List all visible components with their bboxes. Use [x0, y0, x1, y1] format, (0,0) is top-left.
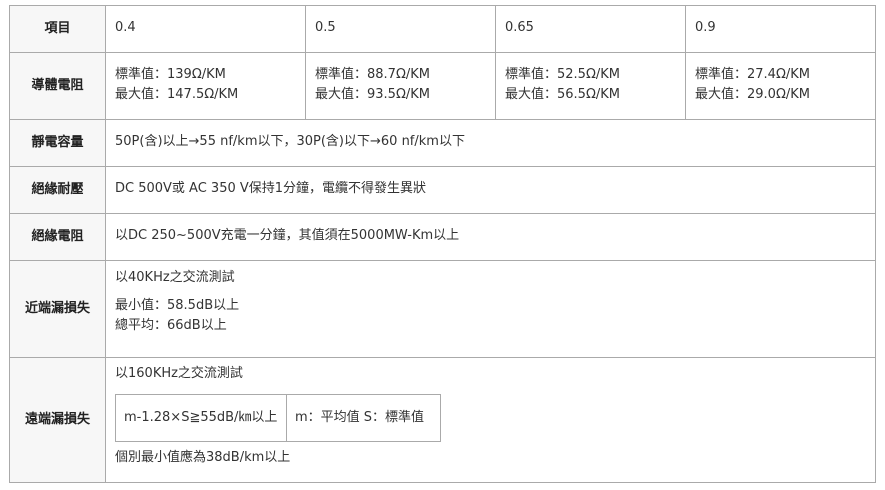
row-label: 絕緣耐壓	[9, 166, 106, 214]
test-condition: 以40KHz之交流測試	[115, 270, 235, 285]
value-cell: 以40KHz之交流測試 最小值：58.5dB以上 總平均：66dB以上	[105, 260, 876, 358]
standard-value: 標準值：27.4Ω/KM	[695, 67, 811, 82]
max-value: 最大值：29.0Ω/KM	[695, 87, 811, 102]
row-label: 遠端漏損失	[9, 357, 106, 483]
header-cell: 0.4	[105, 5, 306, 53]
max-value: 最大值：56.5Ω/KM	[505, 87, 621, 102]
conductor-resistance-row: 導體電阻 標準值：139Ω/KM 最大值：147.5Ω/KM 標準值：88.7Ω/…	[9, 52, 876, 120]
test-condition: 以160KHz之交流測試	[115, 366, 243, 381]
row-label: 近端漏損失	[9, 260, 106, 358]
value-cell: DC 500V或 AC 350 V保持1分鐘，電纜不得發生異狀	[105, 166, 876, 214]
value-cell: 標準值：27.4Ω/KM 最大值：29.0Ω/KM	[685, 52, 876, 120]
standard-value: 標準值：52.5Ω/KM	[505, 67, 621, 82]
value-cell: 50P(含)以上→55 nf/km以下，30P(含)以下→60 nf/km以下	[105, 119, 876, 167]
max-value: 最大值：147.5Ω/KM	[115, 87, 239, 102]
value-cell: 標準值：139Ω/KM 最大值：147.5Ω/KM	[105, 52, 306, 120]
next-row: 近端漏損失 以40KHz之交流測試 最小值：58.5dB以上 總平均：66dB以…	[9, 260, 876, 358]
header-cell: 0.5	[305, 5, 496, 53]
standard-value: 標準值：139Ω/KM	[115, 67, 226, 82]
fext-row: 遠端漏損失 以160KHz之交流測試 m-1.28×S≧55dB/㎞以上 m：平…	[9, 357, 876, 483]
withstand-voltage-row: 絕緣耐壓 DC 500V或 AC 350 V保持1分鐘，電纜不得發生異狀	[9, 166, 876, 214]
formula: m-1.28×S≧55dB/㎞以上	[115, 394, 287, 442]
value-cell: 以DC 250~500V充電一分鐘，其值須在5000MW-Km以上	[105, 213, 876, 261]
value-cell: 標準值：52.5Ω/KM 最大值：56.5Ω/KM	[495, 52, 686, 120]
header-cell: 0.65	[495, 5, 686, 53]
row-label: 靜電容量	[9, 119, 106, 167]
min-value: 最小值：58.5dB以上	[115, 298, 240, 313]
spec-table: 項目 0.4 0.5 0.65 0.9 導體電阻 標準值：139Ω/KM 最大值：…	[9, 5, 876, 483]
formula-table: m-1.28×S≧55dB/㎞以上 m：平均值 S：標準值	[115, 394, 441, 442]
insulation-resistance-row: 絕緣電阻 以DC 250~500V充電一分鐘，其值須在5000MW-Km以上	[9, 213, 876, 261]
header-row: 項目 0.4 0.5 0.65 0.9	[9, 5, 876, 53]
header-cell: 0.9	[685, 5, 876, 53]
row-label: 項目	[9, 5, 106, 53]
row-label: 導體電阻	[9, 52, 106, 120]
standard-value: 標準值：88.7Ω/KM	[315, 67, 431, 82]
max-value: 最大值：93.5Ω/KM	[315, 87, 431, 102]
value-cell: 標準值：88.7Ω/KM 最大值：93.5Ω/KM	[305, 52, 496, 120]
formula-legend: m：平均值 S：標準值	[286, 394, 441, 442]
individual-min: 個別最小值應為38dB/km以上	[115, 450, 291, 465]
average-value: 總平均：66dB以上	[115, 318, 227, 333]
value-cell: 以160KHz之交流測試 m-1.28×S≧55dB/㎞以上 m：平均值 S：標…	[105, 357, 876, 483]
capacitance-row: 靜電容量 50P(含)以上→55 nf/km以下，30P(含)以下→60 nf/…	[9, 119, 876, 167]
row-label: 絕緣電阻	[9, 213, 106, 261]
